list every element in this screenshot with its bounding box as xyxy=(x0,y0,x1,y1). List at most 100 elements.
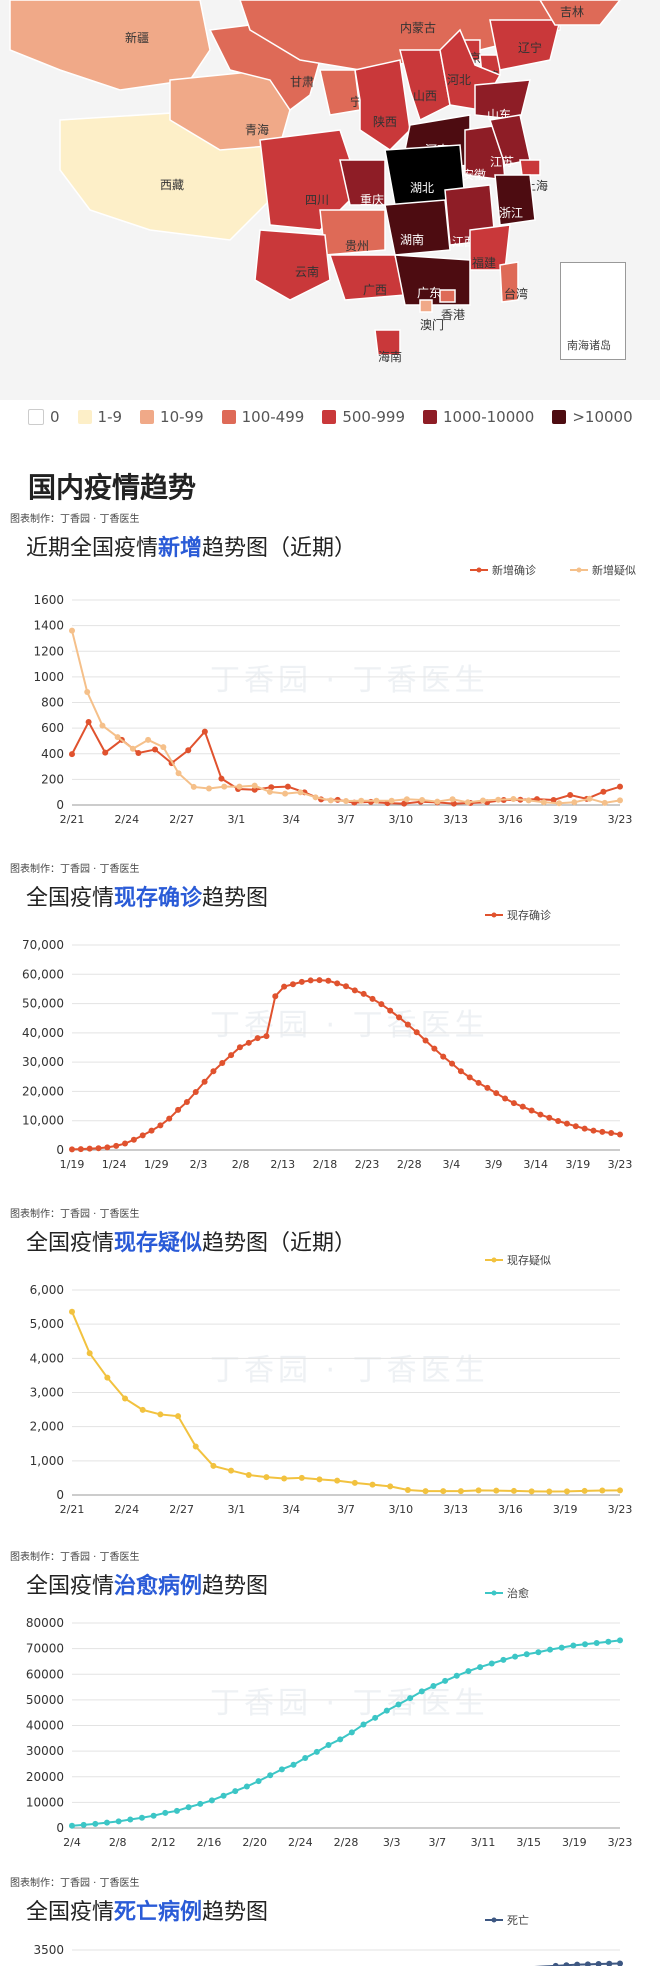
data-point[interactable] xyxy=(289,981,296,988)
data-point[interactable] xyxy=(232,1788,239,1795)
data-point[interactable] xyxy=(493,1487,500,1494)
data-point[interactable] xyxy=(404,1486,411,1493)
data-point[interactable] xyxy=(243,1783,250,1790)
data-point[interactable] xyxy=(166,1115,173,1122)
chart-legend-item[interactable]: 现存确诊 xyxy=(485,908,551,922)
chart-legend-item[interactable]: 现存疑似 xyxy=(485,1253,551,1267)
data-point[interactable] xyxy=(302,1755,309,1762)
data-point[interactable] xyxy=(201,728,208,735)
chart-legend-item[interactable]: 新增确诊 xyxy=(470,563,536,577)
data-point[interactable] xyxy=(84,688,91,695)
data-point[interactable] xyxy=(281,1475,288,1482)
data-point[interactable] xyxy=(500,1656,507,1663)
data-point[interactable] xyxy=(550,797,557,804)
data-point[interactable] xyxy=(130,1136,137,1143)
data-point[interactable] xyxy=(337,1736,344,1743)
data-point[interactable] xyxy=(572,1123,579,1130)
data-point[interactable] xyxy=(422,1488,429,1495)
data-point[interactable] xyxy=(599,1128,606,1135)
data-point[interactable] xyxy=(297,789,304,796)
data-point[interactable] xyxy=(512,1653,519,1660)
data-point[interactable] xyxy=(228,1467,235,1474)
data-point[interactable] xyxy=(574,1961,581,1966)
data-point[interactable] xyxy=(157,1411,164,1418)
data-point[interactable] xyxy=(307,977,314,984)
data-point[interactable] xyxy=(157,1122,164,1129)
data-point[interactable] xyxy=(571,799,578,806)
data-point[interactable] xyxy=(267,1772,274,1779)
data-point[interactable] xyxy=(69,1146,75,1153)
data-point[interactable] xyxy=(236,783,243,790)
data-point[interactable] xyxy=(606,1960,613,1966)
data-point[interactable] xyxy=(442,1677,449,1684)
data-point[interactable] xyxy=(210,1068,217,1075)
data-point[interactable] xyxy=(369,995,376,1002)
data-point[interactable] xyxy=(263,1033,270,1040)
data-point[interactable] xyxy=(383,1707,390,1714)
data-point[interactable] xyxy=(95,1145,102,1152)
data-point[interactable] xyxy=(595,1961,602,1966)
data-point[interactable] xyxy=(122,1140,129,1147)
data-point[interactable] xyxy=(601,799,608,806)
data-point[interactable] xyxy=(387,1007,394,1014)
data-point[interactable] xyxy=(122,1395,129,1402)
data-point[interactable] xyxy=(139,1132,146,1139)
data-point[interactable] xyxy=(528,1107,535,1114)
data-point[interactable] xyxy=(493,1090,500,1097)
data-point[interactable] xyxy=(245,1471,252,1478)
data-point[interactable] xyxy=(86,1145,93,1152)
data-point[interactable] xyxy=(284,783,291,790)
data-point[interactable] xyxy=(127,1816,134,1823)
data-point[interactable] xyxy=(570,1642,577,1649)
data-point[interactable] xyxy=(582,1641,589,1648)
data-point[interactable] xyxy=(343,798,349,805)
data-point[interactable] xyxy=(510,795,517,802)
data-point[interactable] xyxy=(608,1130,615,1137)
data-point[interactable] xyxy=(69,751,75,758)
data-point[interactable] xyxy=(145,736,152,743)
data-point[interactable] xyxy=(519,1103,526,1110)
data-point[interactable] xyxy=(617,1637,623,1644)
data-point[interactable] xyxy=(185,747,192,754)
data-point[interactable] xyxy=(77,1146,84,1153)
data-point[interactable] xyxy=(525,797,532,804)
data-point[interactable] xyxy=(387,1483,394,1490)
data-point[interactable] xyxy=(251,782,258,789)
chart-legend-item[interactable]: 新增疑似 xyxy=(570,563,636,577)
data-point[interactable] xyxy=(590,1127,597,1134)
province-辽宁[interactable] xyxy=(489,19,561,71)
data-point[interactable] xyxy=(563,1488,570,1495)
data-point[interactable] xyxy=(219,1060,226,1067)
data-point[interactable] xyxy=(334,980,341,987)
data-point[interactable] xyxy=(325,977,332,984)
data-point[interactable] xyxy=(599,1487,606,1494)
data-point[interactable] xyxy=(449,1060,456,1067)
data-point[interactable] xyxy=(617,1487,623,1494)
data-point[interactable] xyxy=(104,1144,111,1151)
data-point[interactable] xyxy=(298,1474,305,1481)
data-point[interactable] xyxy=(528,1488,535,1495)
data-point[interactable] xyxy=(281,983,288,990)
data-point[interactable] xyxy=(114,734,121,741)
data-point[interactable] xyxy=(475,1079,482,1086)
data-point[interactable] xyxy=(440,1488,447,1495)
data-point[interactable] xyxy=(173,1807,180,1814)
data-point[interactable] xyxy=(372,1714,379,1721)
data-point[interactable] xyxy=(99,722,106,729)
data-point[interactable] xyxy=(484,1084,491,1091)
data-point[interactable] xyxy=(228,1052,235,1059)
data-point[interactable] xyxy=(419,797,426,804)
data-point[interactable] xyxy=(563,1120,570,1127)
data-point[interactable] xyxy=(558,1644,565,1651)
data-point[interactable] xyxy=(102,749,109,756)
data-point[interactable] xyxy=(407,1695,414,1702)
data-point[interactable] xyxy=(581,1125,588,1132)
data-point[interactable] xyxy=(600,788,607,795)
data-point[interactable] xyxy=(488,1660,495,1667)
data-point[interactable] xyxy=(395,1701,402,1708)
data-point[interactable] xyxy=(210,1462,217,1469)
data-point[interactable] xyxy=(206,785,212,792)
province-上海[interactable] xyxy=(519,159,541,176)
province-山西[interactable] xyxy=(399,49,451,122)
data-point[interactable] xyxy=(605,1638,612,1645)
